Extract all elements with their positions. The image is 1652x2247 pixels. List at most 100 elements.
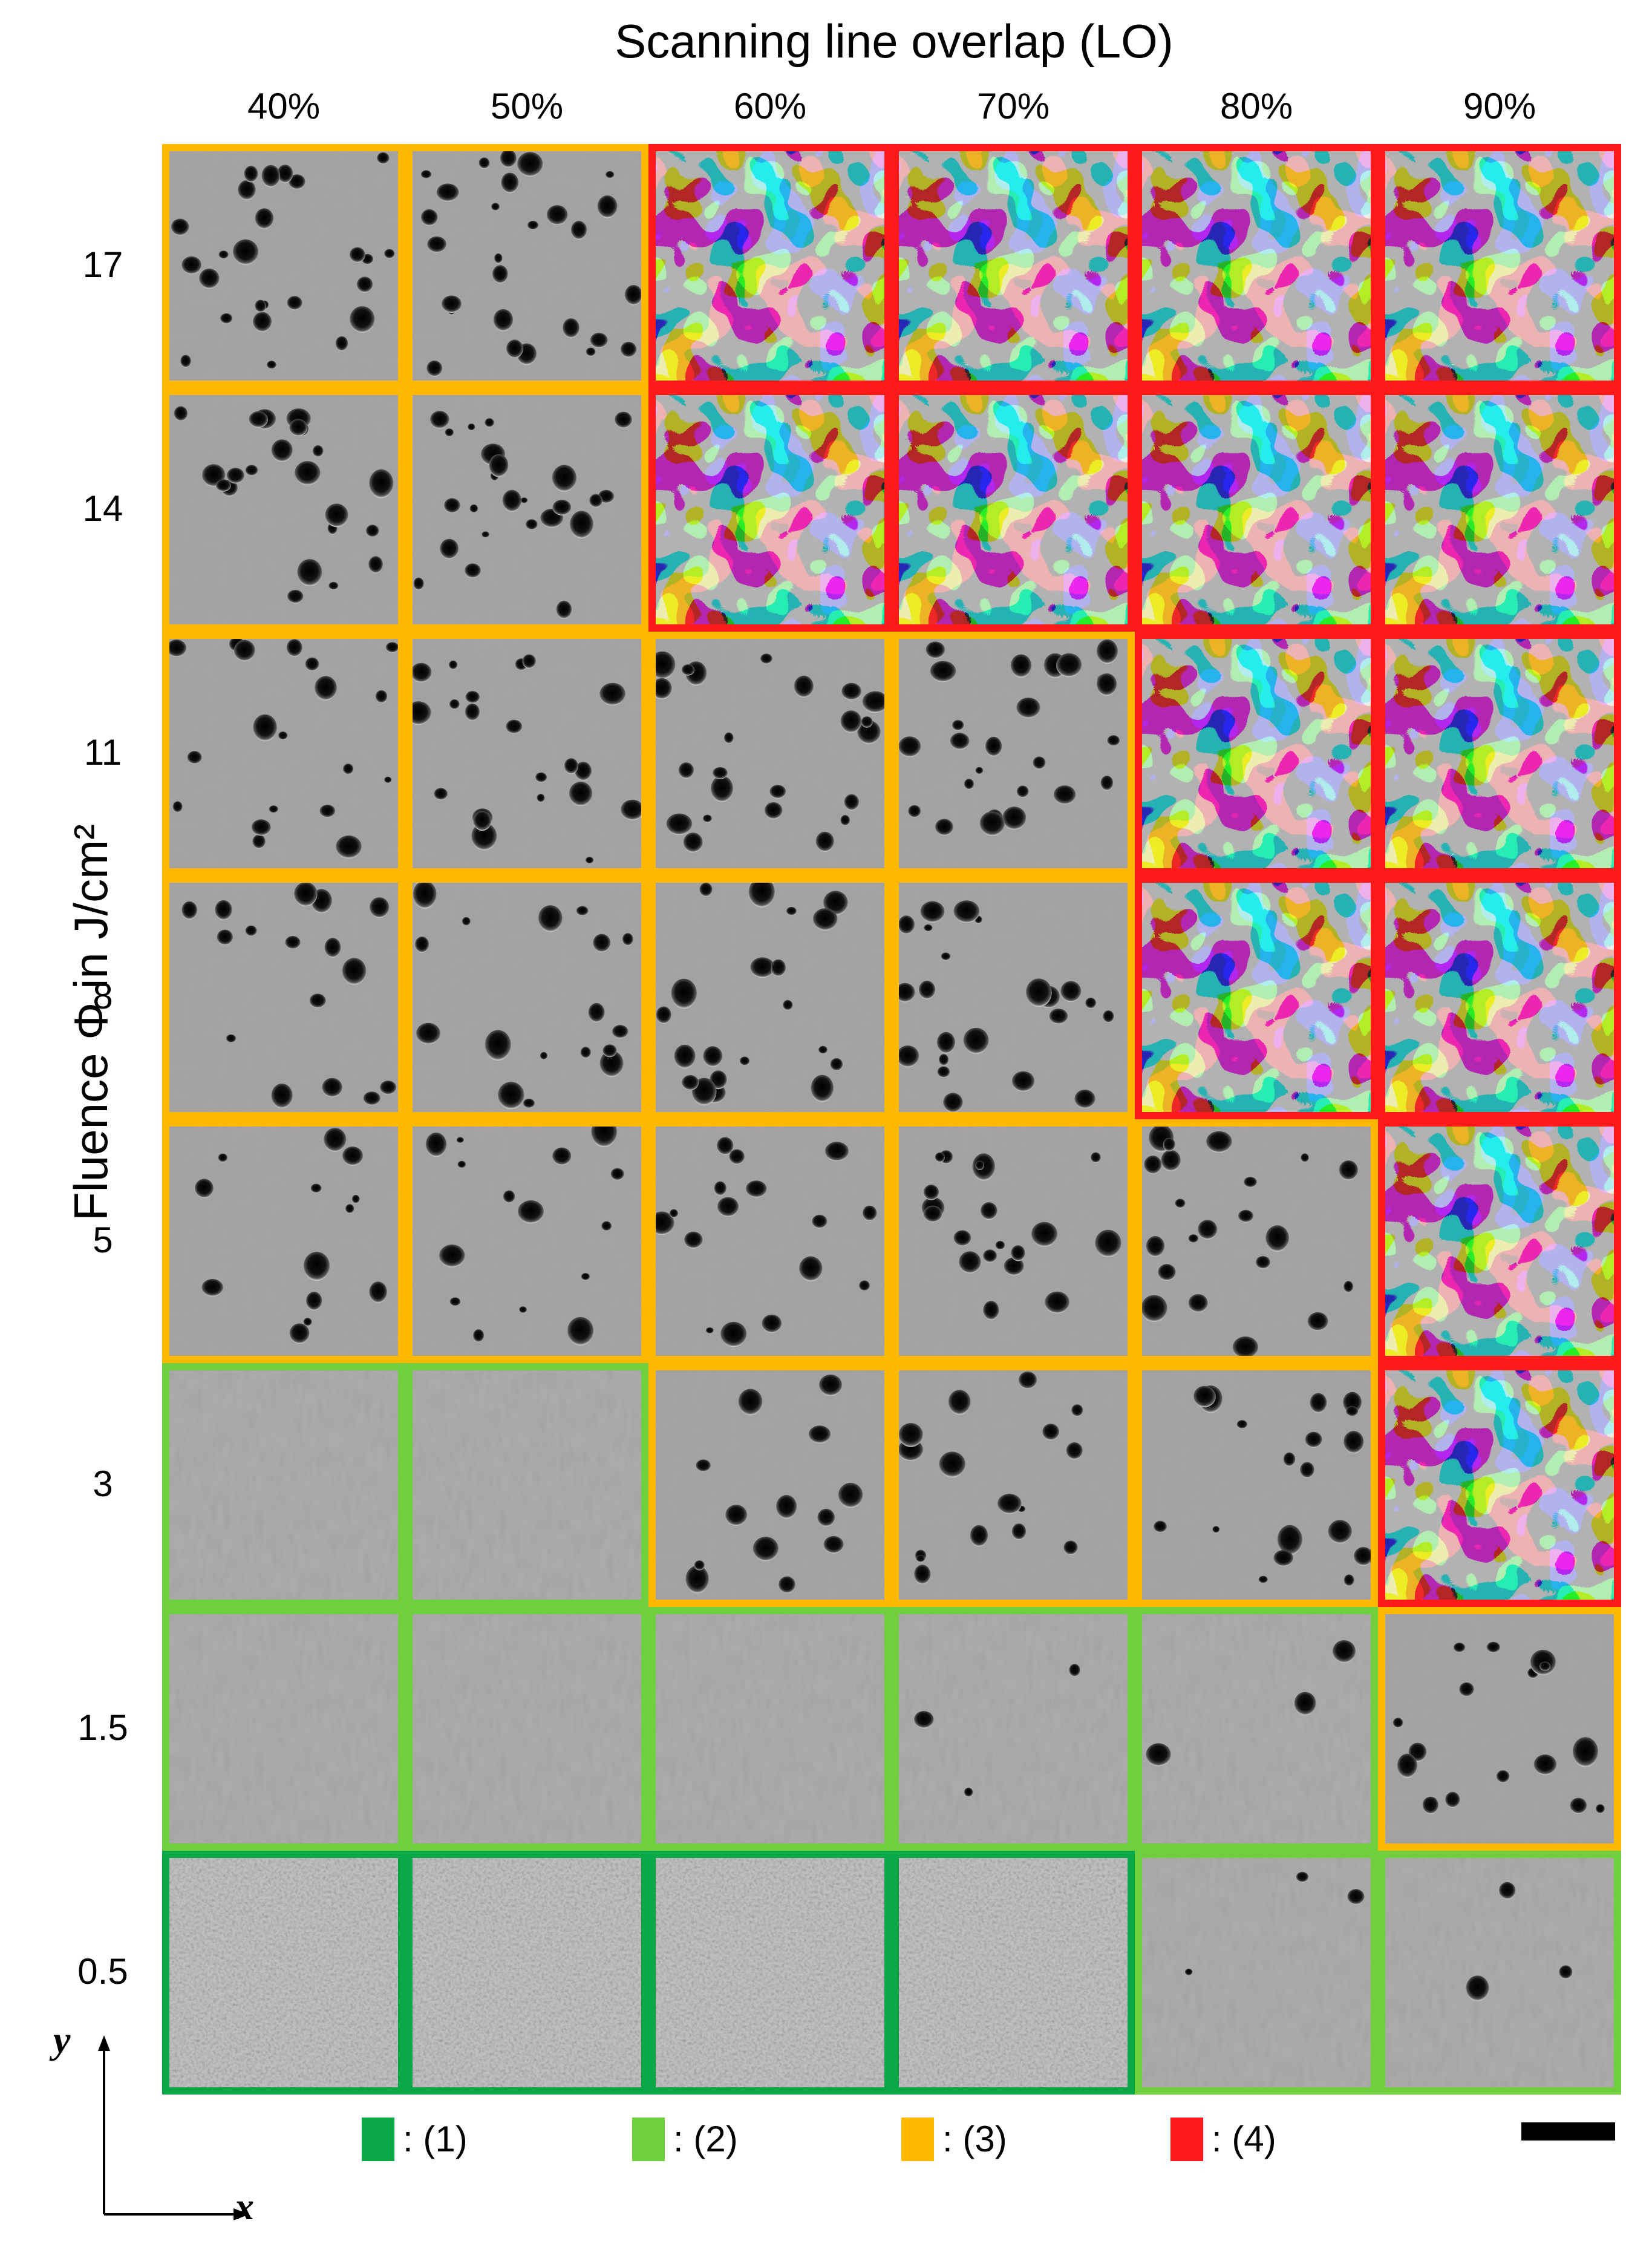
sem-image-r6-c3 xyxy=(892,1607,1135,1851)
sem-image-r2-c0 xyxy=(162,632,405,875)
sem-image-r0-c2 xyxy=(648,144,892,388)
sem-image-r1-c3 xyxy=(892,388,1135,632)
axis-y-letter: y xyxy=(53,2018,71,2061)
sem-image-r3-c3 xyxy=(892,875,1135,1119)
sem-image-r5-c3 xyxy=(892,1363,1135,1607)
sem-texture xyxy=(1142,395,1371,624)
sem-texture xyxy=(1142,1127,1371,1356)
pores xyxy=(1154,1385,1371,1586)
sem-texture xyxy=(899,1370,1128,1600)
column-label-80: 80% xyxy=(1219,86,1293,126)
sem-texture xyxy=(899,639,1128,868)
sem-image-r6-c1 xyxy=(405,1607,648,1851)
sem-image-r5-c5 xyxy=(1378,1363,1621,1607)
legend-label-2: : (2) xyxy=(673,2119,738,2159)
legend-swatch-2 xyxy=(632,2118,665,2161)
legend-item-2: : (2) xyxy=(632,2118,738,2161)
sem-image-r2-c5 xyxy=(1378,632,1621,875)
sem-image-r6-c4 xyxy=(1135,1607,1378,1851)
legend-swatch-4 xyxy=(1170,2118,1203,2161)
sem-texture xyxy=(1385,639,1614,868)
sem-image-r0-c5 xyxy=(1378,144,1621,388)
sem-image-r3-c1 xyxy=(405,875,648,1119)
sem-image-r0-c0 xyxy=(162,144,405,388)
pores xyxy=(425,1127,624,1346)
pores xyxy=(899,1371,1083,1585)
sem-image-r4-c2 xyxy=(648,1119,892,1363)
sem-texture xyxy=(413,1127,641,1356)
sem-image-r1-c1 xyxy=(405,388,648,632)
legend-swatch-3 xyxy=(901,2118,934,2161)
sem-texture xyxy=(413,395,641,624)
legend-item-1: : (1) xyxy=(362,2118,468,2161)
row-label-8: 8 xyxy=(93,976,113,1016)
legend-swatch-1 xyxy=(362,2118,394,2161)
sem-image-r3-c0 xyxy=(162,875,405,1119)
pores xyxy=(413,883,633,1110)
sem-texture xyxy=(899,1614,1128,1843)
sem-texture xyxy=(656,1858,884,2087)
sem-image-r4-c4 xyxy=(1135,1119,1378,1363)
sem-image-r3-c4 xyxy=(1135,875,1378,1119)
pores xyxy=(413,654,641,864)
sem-image-r3-c5 xyxy=(1378,875,1621,1119)
sem-texture xyxy=(656,639,884,868)
row-label-3: 3 xyxy=(93,1464,113,1504)
sem-image-r1-c2 xyxy=(648,388,892,632)
sem-image-r7-c0 xyxy=(162,1851,405,2095)
sem-texture xyxy=(1142,639,1371,868)
sem-image-r7-c2 xyxy=(648,1851,892,2095)
sem-texture xyxy=(1385,1858,1614,2087)
y-arrowhead xyxy=(98,2035,110,2051)
sem-texture xyxy=(169,151,398,381)
sem-texture xyxy=(1142,883,1371,1112)
sem-texture xyxy=(413,1858,641,2087)
column-label-60: 60% xyxy=(733,86,807,126)
sem-image-r1-c0 xyxy=(162,388,405,632)
pores xyxy=(413,411,632,619)
sem-texture xyxy=(656,1127,884,1356)
pores xyxy=(1466,1882,1573,2001)
row-label-11: 11 xyxy=(83,732,122,773)
sem-image-r6-c5 xyxy=(1378,1607,1621,1851)
sem-texture xyxy=(656,151,884,381)
sem-image-r6-c2 xyxy=(648,1607,892,1851)
x-arrowhead xyxy=(233,2208,249,2220)
pores xyxy=(899,900,1114,1112)
pores xyxy=(685,1374,863,1594)
sem-image-r5-c0 xyxy=(162,1363,405,1607)
row-label-1-5: 1.5 xyxy=(77,1707,128,1748)
figure-title: Scanning line overlap (LO) xyxy=(615,15,1174,68)
sem-texture xyxy=(899,395,1128,624)
sem-image-r3-c2 xyxy=(648,875,892,1119)
axes-icon xyxy=(98,2035,249,2220)
pores xyxy=(1184,1872,1365,1976)
sem-image-r7-c3 xyxy=(892,1851,1135,2095)
sem-texture xyxy=(899,1858,1128,2087)
sem-texture xyxy=(1385,151,1614,381)
y-axis-label: Fluence Φ in J/cm² xyxy=(64,823,117,1222)
sem-texture xyxy=(1142,151,1371,381)
pores xyxy=(656,883,848,1105)
sem-texture xyxy=(1142,1614,1371,1843)
sem-texture xyxy=(1385,1614,1614,1843)
sem-image-r5-c1 xyxy=(405,1363,648,1607)
column-label-70: 70% xyxy=(976,86,1050,126)
sem-image-r1-c5 xyxy=(1378,388,1621,632)
pores xyxy=(913,1664,1080,1797)
sem-texture xyxy=(169,1614,398,1843)
pores xyxy=(1392,1641,1605,1814)
sem-image-r7-c5 xyxy=(1378,1851,1621,2095)
sem-texture xyxy=(1385,395,1614,624)
sem-texture xyxy=(656,1614,884,1843)
pores xyxy=(656,1137,877,1347)
row-label-0-5: 0.5 xyxy=(77,1951,128,1992)
sem-texture xyxy=(656,883,884,1112)
sem-texture xyxy=(1142,1858,1371,2087)
sem-texture xyxy=(169,395,398,624)
sem-texture xyxy=(413,639,641,868)
pores xyxy=(899,639,1120,836)
sem-image-r6-c0 xyxy=(162,1607,405,1851)
sem-texture xyxy=(413,1370,641,1600)
sem-image-r4-c0 xyxy=(162,1119,405,1363)
